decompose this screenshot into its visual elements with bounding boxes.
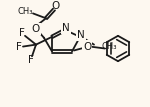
- Text: F: F: [19, 28, 25, 38]
- Text: F: F: [28, 55, 34, 65]
- Text: CH₃: CH₃: [101, 42, 117, 51]
- Text: CH₃: CH₃: [17, 7, 33, 16]
- Text: O: O: [32, 24, 40, 34]
- Text: F: F: [16, 42, 22, 52]
- Text: N: N: [62, 23, 70, 33]
- Text: O: O: [52, 1, 60, 11]
- Text: O: O: [83, 42, 91, 52]
- Text: N: N: [77, 30, 85, 40]
